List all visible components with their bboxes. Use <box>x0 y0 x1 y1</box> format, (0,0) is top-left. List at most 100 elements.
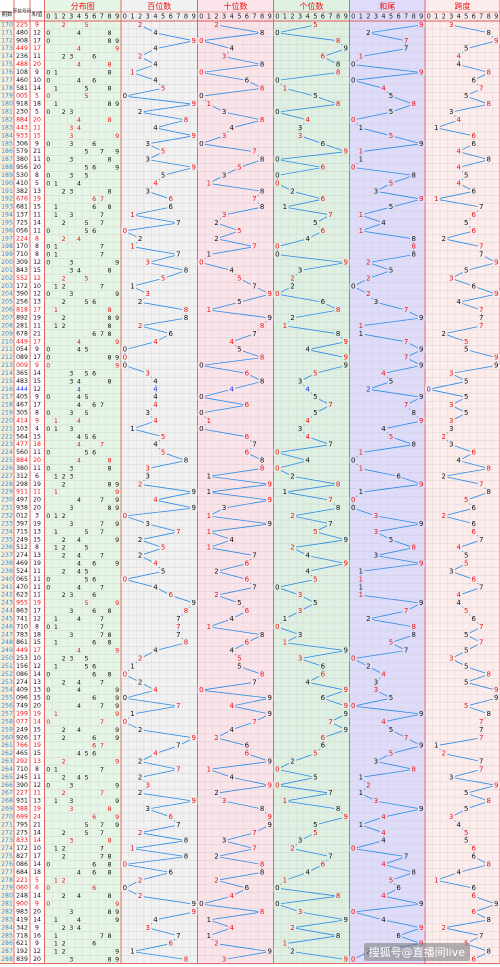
draw-number: 060 <box>16 885 28 892</box>
hundreds-mark-bg <box>190 599 198 607</box>
dist-mark: 3 <box>69 631 73 639</box>
hundreds-mark: 0 <box>123 92 127 100</box>
units-mark-bg <box>288 282 297 290</box>
draw-number: 292 <box>16 758 28 765</box>
units-mark-bg <box>311 773 319 781</box>
draw-number: 281 <box>16 322 28 329</box>
dist-mark: 0 <box>46 108 50 116</box>
hundreds-mark-bg <box>159 84 167 92</box>
tens-mark: 8 <box>260 187 264 195</box>
sum-tail-mark: 0 <box>351 116 355 124</box>
dist-mark: 9 <box>115 758 119 766</box>
tens-mark-bg <box>258 860 266 869</box>
span-mark: 5 <box>464 552 468 560</box>
hundreds-mark: 1 <box>130 662 134 670</box>
sum-tail-mark: 8 <box>411 171 415 179</box>
sum-tail-mark-bg <box>379 670 388 678</box>
dist-mark: 5 <box>85 433 89 441</box>
draw-number: 449 <box>16 647 28 654</box>
sum-tail-mark-bg <box>417 900 425 908</box>
tens-mark-bg <box>197 259 205 267</box>
tens-mark: 2 <box>214 853 218 861</box>
period-label: 208 <box>1 322 13 329</box>
header-sum-tail-title: 和尾 <box>379 2 395 11</box>
period-label: 266 <box>1 782 13 789</box>
sum-tail-mark: 9 <box>419 68 423 76</box>
period-label: 173 <box>1 45 13 52</box>
dist-mark: 9 <box>115 734 119 742</box>
tens-mark-bg <box>220 171 228 179</box>
units-mark-bg <box>342 702 350 710</box>
draw-number: 365 <box>16 370 28 377</box>
tens-mark-bg <box>197 37 205 45</box>
hundreds-mark: 1 <box>130 211 134 219</box>
dist-mark: 4 <box>77 647 81 655</box>
span-mark: 3 <box>449 655 453 663</box>
span-mark-bg <box>462 219 470 227</box>
span-mark-bg <box>485 29 493 37</box>
span-mark-bg <box>485 710 493 718</box>
tens-mark: 6 <box>245 575 250 583</box>
draw-number: 005 <box>16 93 28 100</box>
sum-tail-mark: 1 <box>359 156 363 164</box>
dist-mark: 0 <box>46 464 50 472</box>
sum-tail-mark: 2 <box>366 274 370 282</box>
units-mark: 3 <box>298 837 302 845</box>
dist-mark: 2 <box>62 655 66 663</box>
draw-number: 623 <box>16 592 28 599</box>
dist-mark: 4 <box>77 346 81 354</box>
tens-mark-bg <box>258 116 266 124</box>
units-mark: 6 <box>321 670 326 678</box>
dist-mark: 8 <box>107 956 111 964</box>
hundreds-mark: 8 <box>184 457 188 465</box>
units-mark: 8 <box>336 61 340 69</box>
sum-tail-mark-bg <box>387 536 395 544</box>
period-label: 236 <box>1 544 13 551</box>
span-mark-bg <box>462 266 470 275</box>
tens-mark: 7 <box>252 583 256 591</box>
draw-number: 488 <box>16 61 28 68</box>
sum-tail-mark-bg <box>357 227 365 235</box>
sum-value: 12 <box>33 275 41 282</box>
hundreds-mark: 0 <box>123 670 127 678</box>
span-mark: 6 <box>472 449 477 457</box>
sum-tail-mark: 8 <box>411 544 415 552</box>
tens-mark: 3 <box>222 956 226 964</box>
units-mark: 4 <box>305 417 310 425</box>
sum-value: 6 <box>35 885 39 892</box>
span-mark: 8 <box>487 710 491 718</box>
tens-mark: 8 <box>260 670 264 678</box>
sum-value: 20 <box>33 505 41 512</box>
sum-tail-mark-bg <box>349 76 357 84</box>
sum-value: 20 <box>33 164 41 171</box>
span-mark-bg <box>455 61 463 69</box>
sum-value: 24 <box>33 813 41 820</box>
dist-mark: 2 <box>62 734 66 742</box>
sum-tail-mark-bg <box>402 607 410 615</box>
hundreds-mark-bg <box>159 148 167 156</box>
tens-mark: 4 <box>229 124 234 132</box>
span-mark-bg <box>485 156 493 164</box>
period-label: 198 <box>1 243 13 250</box>
period-label: 267 <box>1 790 13 797</box>
sum-tail-mark-bg <box>349 163 357 172</box>
hundreds-mark-bg <box>121 694 129 702</box>
span-mark: 5 <box>464 631 468 639</box>
units-mark-bg <box>288 757 297 766</box>
sum-tail-mark-bg <box>372 298 380 306</box>
span-mark-bg <box>470 892 478 900</box>
sum-tail-mark-bg <box>417 68 425 77</box>
span-mark: 4 <box>457 298 462 306</box>
period-label: 212 <box>1 354 13 361</box>
units-mark: 5 <box>313 393 317 401</box>
hundreds-mark-bg <box>159 274 167 282</box>
hundreds-mark: 0 <box>123 694 127 702</box>
sum-value: 5 <box>35 180 39 187</box>
draw-number: 684 <box>16 869 28 876</box>
sum-tail-mark-bg <box>379 892 388 900</box>
dist-mark: 1 <box>54 916 58 924</box>
span-mark-bg <box>432 876 440 884</box>
sum-tail-mark: 5 <box>389 132 393 140</box>
draw-number: 443 <box>16 124 28 131</box>
span-mark: 8 <box>487 29 491 37</box>
